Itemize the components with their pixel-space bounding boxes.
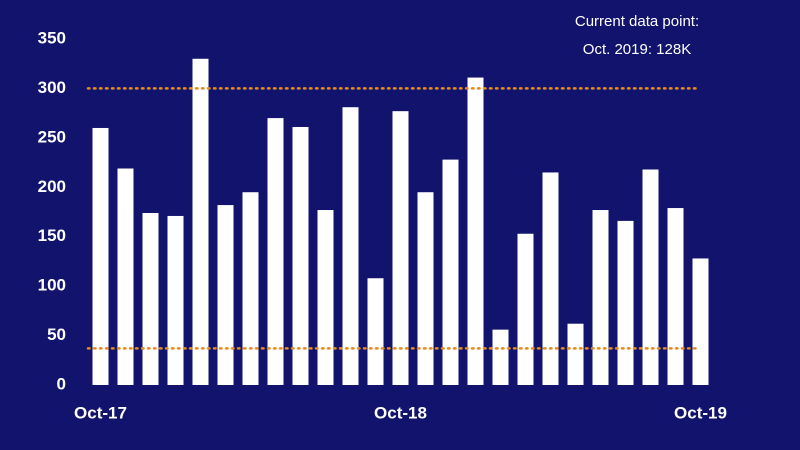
bar (342, 107, 359, 385)
y-tick-label: 300 (38, 78, 66, 97)
annotation: Current data point: (575, 13, 699, 30)
annotation: Oct. 2019: 128K (583, 41, 691, 58)
bar (667, 208, 684, 385)
bar (492, 329, 509, 385)
x-tick-label: Oct-18 (374, 403, 427, 422)
bar (167, 215, 184, 385)
bar (692, 258, 709, 385)
bar (392, 111, 409, 385)
bar (642, 169, 659, 385)
bar (317, 210, 334, 385)
x-tick-label: Oct-19 (674, 403, 727, 422)
bar (442, 159, 459, 385)
y-tick-label: 250 (38, 127, 66, 146)
bar (292, 126, 309, 386)
y-tick-label: 350 (38, 28, 66, 47)
y-tick-label: 100 (38, 276, 66, 295)
bar (592, 210, 609, 385)
y-tick-label: 0 (57, 374, 66, 393)
bar (242, 192, 259, 385)
bar (117, 168, 134, 385)
bar (567, 323, 584, 385)
bar (617, 220, 634, 385)
bar (217, 205, 234, 385)
bar (142, 212, 159, 385)
bar (267, 118, 284, 385)
bar (467, 77, 484, 385)
bar (192, 58, 209, 386)
bar (367, 278, 384, 385)
bar (92, 127, 109, 385)
bar (517, 233, 534, 385)
x-tick-label: Oct-17 (74, 403, 127, 422)
y-tick-label: 200 (38, 177, 66, 196)
y-tick-label: 50 (47, 325, 66, 344)
bar (542, 172, 559, 385)
bar (417, 192, 434, 385)
y-tick-label: 150 (38, 226, 66, 245)
